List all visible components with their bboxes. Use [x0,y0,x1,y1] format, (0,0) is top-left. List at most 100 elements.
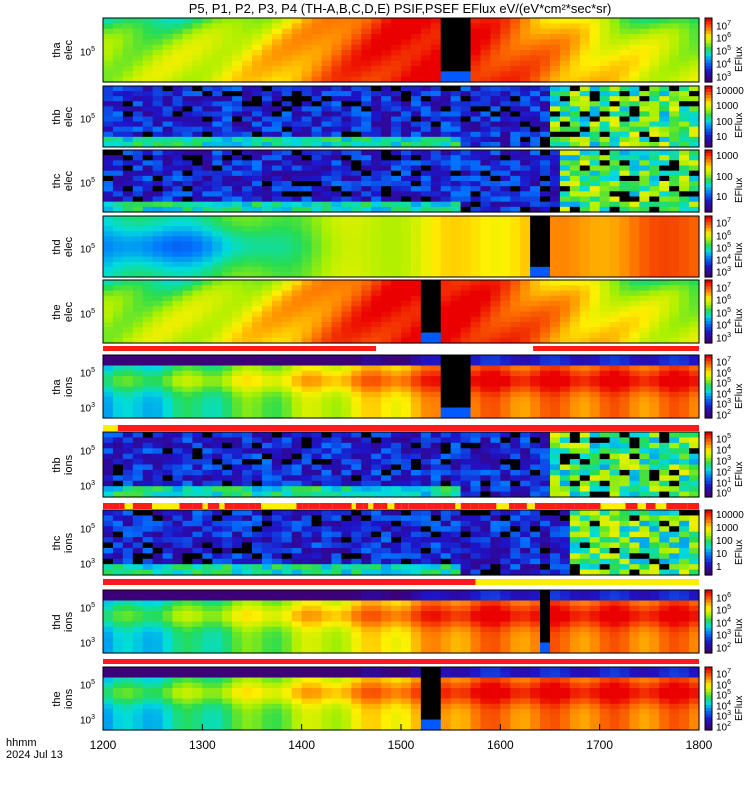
colorbar-thd-elec [704,215,713,278]
heatmap-cell [381,126,392,133]
heatmap-cell [172,337,184,344]
heatmap-cell [689,311,700,318]
heatmap-cell [242,464,253,471]
heatmap-cell [212,475,223,482]
heatmap-cell [122,266,134,273]
heatmap-cell [401,50,412,56]
heatmap-cell [103,131,114,138]
heatmap-cell [470,86,482,92]
heatmap-cell [679,407,690,414]
heatmap-cell [460,285,472,292]
heatmap-cell [559,236,571,243]
heatmap-cell [550,155,561,161]
heatmap-cell [232,311,243,318]
heatmap-cell [112,131,124,138]
heatmap-cell [569,407,581,414]
heatmap-cell [321,216,333,222]
heatmap-cell [689,18,700,24]
heatmap-cell [192,23,203,30]
heatmap-cell [440,251,452,258]
heatmap-cell [550,246,561,253]
heatmap-cell [450,442,462,449]
heatmap-cell [401,337,412,344]
heatmap-cell [470,301,482,307]
panel-thb-elec [103,86,700,148]
heatmap-cell [301,459,313,466]
heatmap-cell [480,376,491,382]
heatmap-cell [242,322,253,328]
heatmap-cell [589,370,601,377]
heatmap-cell [559,306,571,313]
heatmap-cell [311,402,323,409]
heatmap-cell [212,28,223,35]
heatmap-cell [361,391,372,398]
heatmap-cell [321,448,333,455]
heatmap-cell [301,141,313,148]
heatmap-cell [252,34,263,40]
heatmap-cell [689,121,700,128]
heatmap-cell [212,50,223,56]
heatmap-cell [440,397,452,403]
colorbar-step [705,392,712,397]
heatmap-cell [619,370,631,377]
heatmap-cell [291,453,303,460]
heatmap-cell [112,459,124,466]
heatmap-cell [629,34,640,40]
heatmap-cell [212,306,223,313]
heatmap-cell [401,71,412,78]
heatmap-cell [271,290,283,297]
heatmap-cell [202,55,213,62]
heatmap-cell [430,376,442,382]
heatmap-cell [579,160,591,167]
heatmap-cell [550,365,561,372]
heatmap-cell [242,186,253,192]
heatmap-cell [222,201,233,208]
heatmap-cell [182,165,193,172]
heatmap-cell [192,18,203,24]
heatmap-cell [361,101,372,107]
heatmap-cell [261,306,273,313]
heatmap-cell [232,121,243,128]
heatmap-cell [420,469,432,476]
heatmap-cell [579,155,591,161]
heatmap-cell [341,469,352,476]
heatmap-cell [291,295,303,302]
heatmap-cell [212,116,223,123]
heatmap-cell [401,155,412,161]
heatmap-cell [420,316,432,323]
heatmap-cell [659,126,670,133]
heatmap-cell [242,191,253,198]
heatmap-cell [609,39,621,46]
heatmap-cell [371,221,382,227]
heatmap-cell [252,280,263,286]
heatmap-cell [689,285,700,292]
heatmap-cell [639,337,650,344]
heatmap-cell [242,76,253,83]
heatmap-cell [490,150,501,156]
heatmap-cell [122,469,134,476]
heatmap-cell [490,311,501,318]
heatmap-cell [470,491,482,498]
heatmap-cell [351,141,362,148]
heatmap-cell [480,55,491,62]
heatmap-cell [261,136,273,143]
heatmap-cell [321,206,333,213]
heatmap-cell [122,241,134,248]
heatmap-cell [430,285,442,292]
heatmap-cell [261,226,273,232]
heatmap-cell [550,141,561,148]
heatmap-cell [619,91,631,97]
heatmap-cell [222,106,233,113]
heatmap-cell [142,96,154,102]
heatmap-cell [301,91,313,97]
heatmap-cell [510,50,521,56]
heatmap-cell [271,402,283,409]
heatmap-cell [520,469,531,476]
heatmap-cell [152,170,164,177]
heatmap-cell [112,412,124,419]
heatmap-cell [232,337,243,344]
heatmap-cell [460,101,472,107]
heatmap-cell [569,231,581,237]
heatmap-cell [460,370,472,377]
heatmap-cell [152,131,164,138]
